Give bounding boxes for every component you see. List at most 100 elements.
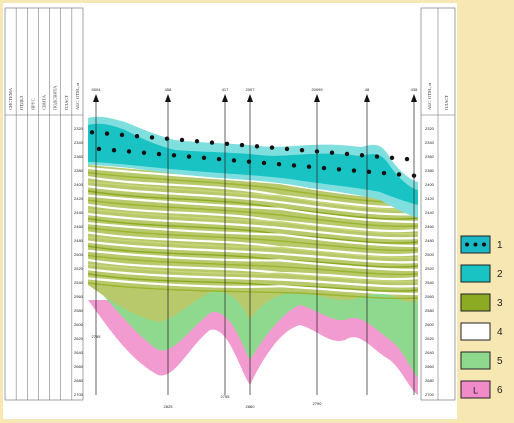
stratum-band (87, 240, 419, 264)
depth-tick-left: 2700 (74, 392, 84, 397)
legend-label: 3 (497, 298, 503, 309)
legend-label: 4 (497, 327, 503, 338)
reservoir-dot (89, 130, 95, 135)
stratum-band (87, 199, 419, 228)
legend-swatch (460, 293, 491, 312)
legend-dot (465, 242, 469, 247)
depth-tick-right: 2440 (425, 210, 435, 215)
reservoir-dot (141, 150, 147, 155)
reservoir-dot (329, 150, 335, 155)
left-header-label: АБС. ОТМ., м (75, 83, 81, 110)
stratum-band (87, 277, 419, 296)
left-header-label: ПЛАСТ (64, 95, 69, 110)
reservoir-dot (374, 154, 380, 159)
stratum-band (87, 254, 419, 276)
reservoir-dot (164, 136, 170, 141)
stratum-band (87, 249, 419, 272)
legend-item: 1 (460, 235, 503, 254)
stratum-band (87, 181, 419, 211)
reservoir-dot (246, 159, 252, 164)
reservoir-dot (254, 144, 260, 149)
depth-tick-left: 2420 (74, 196, 84, 201)
reservoir-dot (231, 158, 237, 163)
depth-tick-left: 2380 (74, 168, 84, 173)
depth-tick-right: 2360 (425, 154, 435, 159)
reservoir-dot (171, 153, 177, 158)
depth-tick-left: 2460 (74, 224, 84, 229)
depth-tick-left: 2400 (74, 182, 84, 187)
reservoir-dot (351, 168, 357, 173)
reservoir-dot (381, 170, 387, 176)
depth-tick-right: 2660 (425, 364, 435, 369)
depth-tick-left: 2620 (74, 336, 84, 341)
depth-tick-right: 2640 (425, 350, 435, 355)
legend-item: 3 (460, 293, 503, 312)
depth-tick-left: 2500 (74, 252, 84, 257)
depth-tick-left: 2680 (74, 378, 84, 383)
depth-tick-right: 2580 (425, 308, 435, 313)
bottom-depth-label: 2860 (246, 404, 256, 409)
reservoir-dot (404, 156, 410, 162)
depth-tick-right: 2400 (425, 182, 435, 187)
reservoir-dot (284, 146, 290, 152)
reservoir-dot (366, 169, 372, 175)
left-header-label: СИСТЕМА (8, 87, 13, 110)
reservoir-dot (216, 156, 222, 162)
depth-tick-right: 2480 (425, 238, 435, 243)
legend-label: 5 (497, 356, 503, 367)
reservoir-dot (359, 153, 365, 158)
reservoir-dot (321, 165, 327, 171)
stratum-band (87, 194, 419, 224)
stratum-band (87, 268, 419, 288)
depth-tick-right: 2600 (425, 322, 435, 327)
depth-tick-left: 2640 (74, 350, 84, 355)
bottom-depth-label: 2755 (221, 394, 231, 399)
well-id-label: 5004 (92, 87, 102, 92)
well-id-label: 417 (222, 87, 229, 92)
depth-tick-right: 2380 (425, 168, 435, 173)
depth-tick-right: 2560 (425, 294, 435, 299)
reservoir-dot (104, 131, 110, 136)
depth-tick-right: 2320 (425, 126, 435, 131)
right-stratigraphy-table: АБС. ОТМ., м ПЛАСТ (420, 7, 456, 401)
bottom-depth-label: 2825 (164, 404, 174, 409)
depth-tick-right: 2680 (425, 378, 435, 383)
well-marker-icon (364, 94, 370, 102)
legend-dot (482, 242, 486, 247)
reservoir-dot (119, 132, 125, 138)
well-marker-icon (165, 94, 171, 102)
legend-swatch (460, 322, 491, 341)
well-id-label: 458 (165, 87, 172, 92)
legend-dot (473, 242, 478, 247)
left-header-label: ОТДЕЛ (19, 95, 24, 110)
reservoir-dot (156, 151, 162, 157)
depth-tick-right: 2340 (425, 140, 435, 145)
legend-label: 2 (497, 269, 503, 280)
legend: 1 2 3 4 5 L 6 (460, 235, 503, 399)
stratum-band (87, 171, 419, 204)
reservoir-dot (299, 147, 305, 153)
reservoir-dot (201, 155, 207, 161)
stratum-band (87, 263, 419, 283)
bottom-depth-label: 2795 (92, 334, 102, 339)
reservoir-dot (186, 154, 192, 159)
depth-tick-right: 2500 (425, 252, 435, 257)
reservoir-dot (209, 140, 215, 145)
depth-tick-left: 2540 (74, 280, 84, 285)
cyan-dark-layer (88, 123, 418, 205)
legend-label: 1 (497, 240, 503, 251)
depth-tick-left: 2440 (74, 210, 84, 215)
reservoir-dot (389, 155, 395, 160)
depth-tick-right: 2540 (425, 280, 435, 285)
left-header-label: ЯРУС (30, 98, 35, 110)
left-header-label: ПОДСВИТА (53, 85, 58, 110)
reservoir-dot (336, 167, 342, 172)
well-id-label: 20099 (311, 87, 323, 92)
well-id-label: 2007 (246, 87, 256, 92)
stratum-band (87, 185, 419, 216)
legend-item: 2 (460, 264, 503, 283)
legend-swatch (460, 380, 491, 399)
reservoir-dot (194, 139, 200, 144)
reservoir-dot (306, 164, 312, 169)
